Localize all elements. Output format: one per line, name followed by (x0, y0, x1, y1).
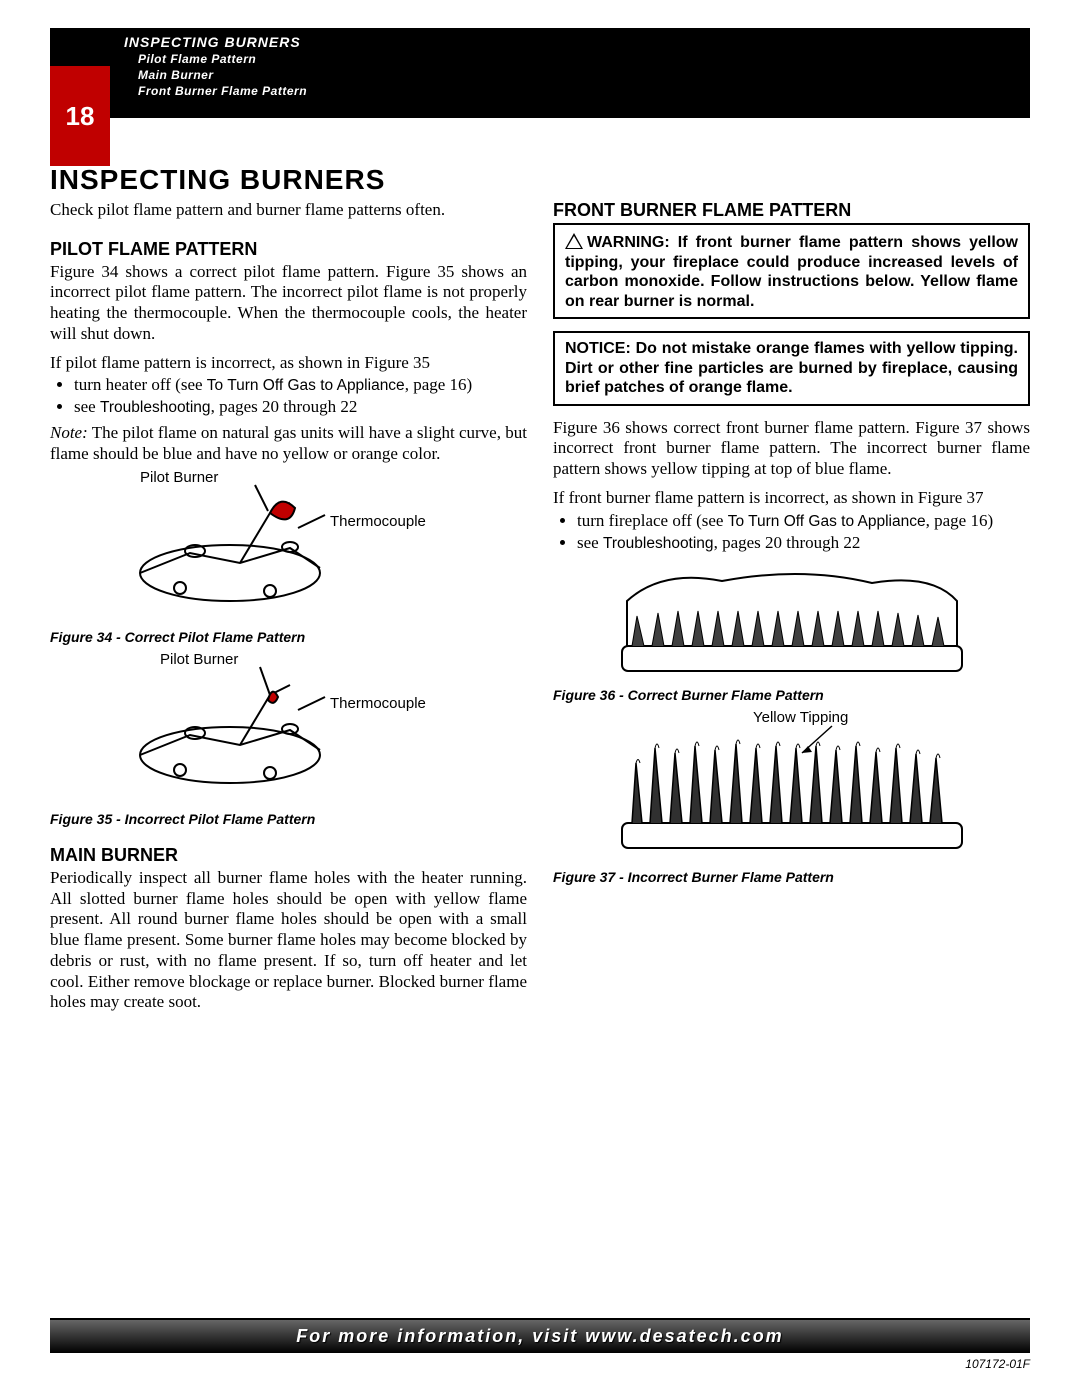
pilot-note: Note: The pilot flame on natural gas uni… (50, 423, 527, 464)
warning-icon (565, 233, 583, 249)
notice-text: NOTICE: Do not mistake orange flames wit… (565, 340, 1018, 396)
header-sub-2: Main Burner (138, 68, 307, 82)
section-title: INSPECTING BURNERS (50, 164, 527, 196)
footer-link-text: For more information, visit www.desatech… (50, 1318, 1030, 1353)
pilot-diagram-correct (120, 473, 380, 623)
figure-37: Yellow Tipping Figure 37 - Incorrect Bur… (553, 713, 1030, 885)
warning-text: WARNING: If front burner flame pattern s… (565, 234, 1018, 310)
header-sub-3: Front Burner Flame Pattern (138, 84, 307, 98)
right-column: FRONT BURNER FLAME PATTERN WARNING: If f… (553, 164, 1030, 1021)
callout-thermocouple: Thermocouple (330, 513, 426, 530)
front-burner-title: FRONT BURNER FLAME PATTERN (553, 200, 1030, 221)
callout-pilot-burner: Pilot Burner (160, 651, 238, 668)
intro-text: Check pilot flame pattern and burner fla… (50, 200, 527, 221)
left-column: INSPECTING BURNERS Check pilot flame pat… (50, 164, 527, 1021)
document-number: 107172-01F (50, 1357, 1030, 1371)
figure-34: Pilot Burner Thermocouple (50, 473, 527, 645)
page-number-badge: 18 (50, 66, 110, 166)
bullet-item: turn heater off (see To Turn Off Gas to … (74, 375, 527, 395)
figure-37-caption: Figure 37 - Incorrect Burner Flame Patte… (553, 869, 1030, 885)
page-footer: For more information, visit www.desatech… (50, 1318, 1030, 1371)
callout-yellow-tipping: Yellow Tipping (753, 709, 848, 726)
notice-box: NOTICE: Do not mistake orange flames wit… (553, 331, 1030, 406)
bullet-item: see Troubleshooting, pages 20 through 22 (577, 533, 1030, 553)
bullet-item: see Troubleshooting, pages 20 through 22 (74, 397, 527, 417)
callout-thermocouple: Thermocouple (330, 695, 426, 712)
front-p1: Figure 36 shows correct front burner fla… (553, 418, 1030, 480)
pilot-p2: If pilot flame pattern is incorrect, as … (50, 353, 527, 374)
header-title: INSPECTING BURNERS (124, 34, 301, 50)
figure-36-caption: Figure 36 - Correct Burner Flame Pattern (553, 687, 1030, 703)
pilot-title: PILOT FLAME PATTERN (50, 239, 527, 260)
page-header: 18 INSPECTING BURNERS Pilot Flame Patter… (50, 28, 1030, 118)
figure-35-caption: Figure 35 - Incorrect Pilot Flame Patter… (50, 811, 527, 827)
header-sub-1: Pilot Flame Pattern (138, 52, 307, 66)
warning-box: WARNING: If front burner flame pattern s… (553, 223, 1030, 319)
main-burner-text: Periodically inspect all burner flame ho… (50, 868, 527, 1013)
front-bullets: turn fireplace off (see To Turn Off Gas … (577, 511, 1030, 553)
front-p2: If front burner flame pattern is incorre… (553, 488, 1030, 509)
main-burner-title: MAIN BURNER (50, 845, 527, 866)
burner-diagram-incorrect (602, 713, 982, 863)
pilot-bullets: turn heater off (see To Turn Off Gas to … (74, 375, 527, 417)
burner-diagram-correct (602, 561, 982, 681)
bullet-item: turn fireplace off (see To Turn Off Gas … (577, 511, 1030, 531)
figure-35: Pilot Burner Thermocouple (50, 655, 527, 827)
pilot-p1: Figure 34 shows a correct pilot flame pa… (50, 262, 527, 345)
pilot-diagram-incorrect (120, 655, 380, 805)
callout-pilot-burner: Pilot Burner (140, 469, 218, 486)
figure-36: Figure 36 - Correct Burner Flame Pattern (553, 561, 1030, 703)
figure-34-caption: Figure 34 - Correct Pilot Flame Pattern (50, 629, 527, 645)
header-text: INSPECTING BURNERS Pilot Flame Pattern M… (124, 28, 307, 118)
